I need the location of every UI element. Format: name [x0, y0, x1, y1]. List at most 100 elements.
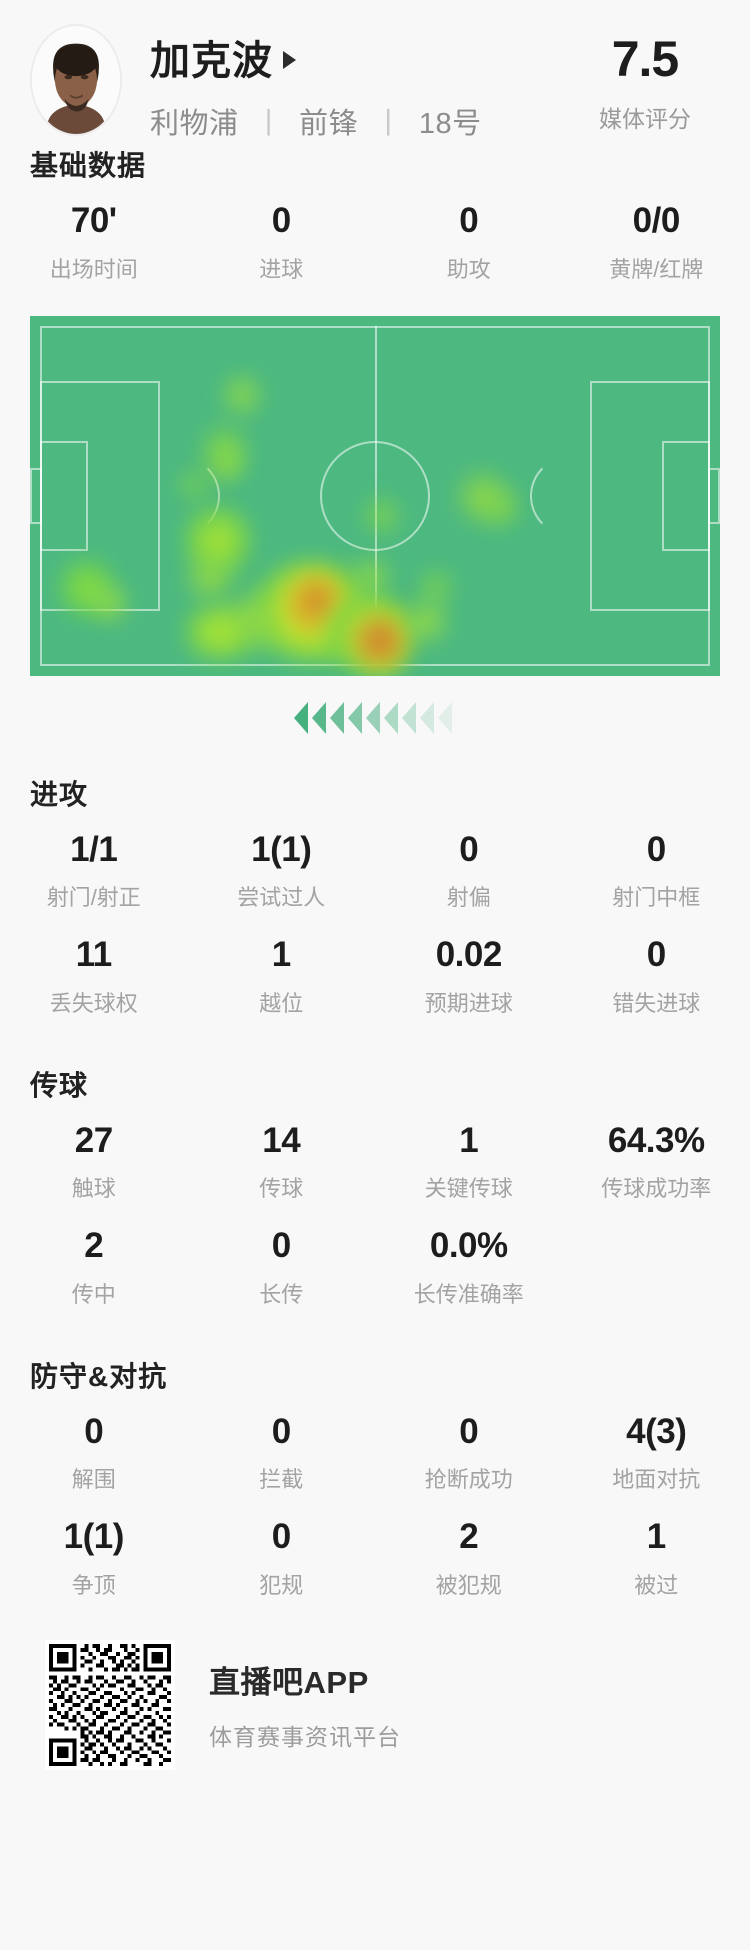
- stat-cell: 14 传球: [188, 1104, 376, 1210]
- stat-cell: 64.3% 传球成功率: [563, 1104, 750, 1210]
- stat-value: 0: [459, 829, 479, 869]
- chevron-left-icon: [366, 701, 380, 734]
- stat-label: 射门/射正: [46, 885, 141, 910]
- stat-cell: 0 进球: [188, 184, 376, 290]
- stat-label: 黄牌/红牌: [609, 256, 704, 282]
- stat-cell: 1 越位: [188, 918, 376, 1024]
- stat-value: 1: [646, 1517, 666, 1556]
- stat-value: 14: [262, 1120, 301, 1160]
- stat-label: 关键传球: [424, 1176, 513, 1201]
- stat-value: 0: [271, 1226, 291, 1265]
- player-photo: [32, 26, 120, 134]
- stat-label: 出场时间: [49, 256, 138, 282]
- stat-value: 0.0%: [429, 1226, 508, 1265]
- stat-value: 0: [271, 1411, 291, 1451]
- stat-cell: 2 传中: [0, 1209, 188, 1315]
- stat-cell: 0 长传: [188, 1209, 376, 1315]
- attack-stats-grid: 1/1 射门/射正 1(1) 尝试过人 0 射偏 0 射门中框 11 丢失球权 …: [0, 813, 750, 1024]
- player-position: 前锋: [299, 108, 359, 140]
- chevron-left-icon: [384, 701, 398, 734]
- stat-label: 传球: [259, 1176, 304, 1201]
- stat-cell: 1(1) 尝试过人: [188, 813, 376, 919]
- stat-value: 64.3%: [607, 1120, 705, 1160]
- stat-value: 0: [646, 935, 666, 974]
- qr-code-icon[interactable]: [45, 1639, 175, 1770]
- stat-value: 1/1: [70, 829, 118, 869]
- stat-label: 预期进球: [424, 990, 513, 1016]
- chevron-left-icon: [420, 701, 434, 734]
- defense-stats-grid: 0 解围 0 拦截 0 抢断成功 4(3) 地面对抗 1(1) 争顶 0 犯规 …: [0, 1395, 750, 1606]
- chevron-left-icon: [330, 701, 344, 734]
- section-title-basic: 基础数据: [30, 150, 147, 181]
- stat-cell: 1 关键传球: [375, 1104, 563, 1210]
- stat-label: 争顶: [71, 1572, 116, 1598]
- section-title-passing: 传球: [30, 1069, 89, 1101]
- rating-value: 7.5: [611, 31, 680, 87]
- stat-label: 地面对抗: [612, 1467, 701, 1492]
- stat-label: 越位: [259, 990, 304, 1016]
- stat-value: 2: [84, 1226, 104, 1265]
- page-title: 加克波: [150, 39, 273, 83]
- stat-label: 被过: [634, 1572, 679, 1598]
- chevron-left-icon: [348, 701, 362, 734]
- stat-cell: 0 助攻: [375, 184, 563, 290]
- stat-value: 0: [271, 1517, 291, 1556]
- stat-cell: 4(3) 地面对抗: [563, 1395, 750, 1501]
- stat-cell: 0/0 黄牌/红牌: [563, 184, 750, 290]
- chevron-row: [294, 701, 456, 734]
- stat-label: 丢失球权: [49, 990, 138, 1016]
- stat-label: 传球成功率: [601, 1176, 712, 1201]
- stat-cell: 0 解围: [0, 1395, 188, 1501]
- stat-value: 0: [459, 1411, 479, 1451]
- stat-value: 11: [75, 935, 112, 974]
- stat-label: 触球: [71, 1176, 116, 1201]
- app-tagline: 体育赛事资讯平台: [209, 1724, 401, 1750]
- stat-cell: 0.0% 长传准确率: [375, 1209, 563, 1315]
- stat-value: 0: [459, 201, 479, 240]
- pitch-heatmap[interactable]: [30, 315, 720, 676]
- stat-label: 长传: [259, 1281, 304, 1307]
- section-title-attack: 进攻: [30, 778, 89, 810]
- app-name: 直播吧APP: [209, 1665, 369, 1700]
- player-header: 加克波 利物浦 丨 前锋 丨 18号 7.5 媒体评分: [0, 0, 750, 140]
- stat-cell: 27 触球: [0, 1104, 188, 1210]
- stat-cell: 0.02 预期进球: [375, 918, 563, 1024]
- stat-label: 抢断成功: [424, 1467, 513, 1492]
- stat-cell: 0 拦截: [188, 1395, 376, 1501]
- stat-cell: 0 射门中框: [563, 813, 750, 919]
- app-promo-text: 直播吧APP 体育赛事资讯平台: [209, 1657, 401, 1752]
- basic-stats-grid: 70' 出场时间 0 进球 0 助攻 0/0 黄牌/红牌: [0, 184, 750, 290]
- stat-label: 射门中框: [612, 885, 701, 910]
- avatar[interactable]: [30, 24, 122, 136]
- stat-cell-empty: [563, 1209, 750, 1315]
- stat-label: 助攻: [446, 256, 491, 282]
- heatmap-section: [0, 315, 750, 676]
- stat-label: 长传准确率: [413, 1281, 524, 1307]
- stat-value: 0: [84, 1411, 104, 1451]
- stat-value: 2: [459, 1517, 479, 1556]
- stat-label: 传中: [71, 1281, 116, 1307]
- stat-value: 1(1): [63, 1517, 125, 1556]
- stat-cell: 0 射偏: [375, 813, 563, 919]
- stat-cell: 0 错失进球: [563, 918, 750, 1024]
- chevron-left-icon: [312, 701, 326, 734]
- play-triangle-icon[interactable]: [283, 51, 296, 69]
- stat-label: 错失进球: [612, 990, 701, 1016]
- stat-cell: 11 丢失球权: [0, 918, 188, 1024]
- player-meta: 利物浦 丨 前锋 丨 18号: [150, 100, 570, 142]
- stat-value: 0: [271, 201, 291, 240]
- stat-value: 1(1): [251, 829, 312, 869]
- stat-cell: 2 被犯规: [375, 1500, 563, 1606]
- stat-cell: 70' 出场时间: [0, 184, 188, 290]
- passing-stats-grid: 27 触球 14 传球 1 关键传球 64.3% 传球成功率 2 传中 0 长传…: [0, 1104, 750, 1315]
- chevron-left-icon: [402, 701, 416, 734]
- stat-cell: 0 抢断成功: [375, 1395, 563, 1501]
- stat-value: 4(3): [626, 1411, 687, 1451]
- stat-value: 0.02: [435, 935, 503, 974]
- rating-block: 7.5 媒体评分: [570, 22, 720, 134]
- stat-value: 1: [271, 935, 291, 974]
- team-name: 利物浦: [150, 108, 239, 140]
- stat-label: 进球: [259, 256, 304, 282]
- attack-direction-indicator: [0, 676, 750, 747]
